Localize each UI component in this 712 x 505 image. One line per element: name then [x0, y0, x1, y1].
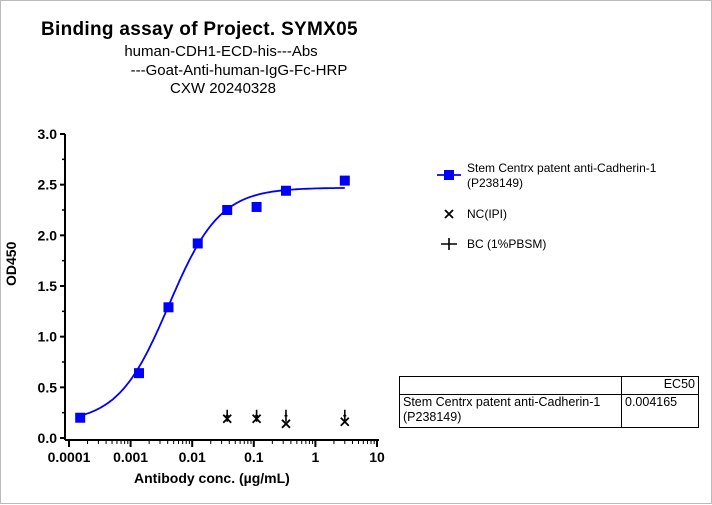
x-tick-label: 0.1 [244, 449, 264, 465]
x-tick-label: 10 [369, 449, 385, 465]
y-axis-label: OD450 [3, 242, 19, 286]
x-tick-label: 1 [312, 449, 320, 465]
y-tick-label: 0.5 [38, 379, 58, 395]
table-header-ec50: EC50 [622, 377, 699, 395]
x-tick-label: 0.0001 [48, 449, 91, 465]
x-axis-label: Antibody conc. (µg/mL) [134, 470, 290, 486]
x-tick-label: 0.01 [179, 449, 206, 465]
legend-marker-bc [441, 238, 457, 250]
table-row-label: Stem Centrx patent anti-Cadherin-1 (P238… [400, 395, 622, 428]
y-tick-label: 2.0 [38, 227, 58, 243]
data-point-stem [340, 176, 350, 186]
chart-container: Binding assay of Project. SYMX05 human-C… [0, 0, 712, 504]
plot-area: 0.0 0.5 1.0 1.5 2.0 2.5 3.0 0.0001 0.001 0.01 0.1 1… [1, 1, 712, 505]
y-tick-label: 0.0 [38, 430, 58, 446]
data-point-stem [222, 205, 232, 215]
data-point-stem [134, 368, 144, 378]
y-tick-label: 2.5 [38, 177, 58, 193]
y-tick-label: 1.5 [38, 278, 58, 294]
x-tick-label: 0.001 [113, 449, 148, 465]
y-tick-label: 1.0 [38, 329, 58, 345]
y-tick-label: 3.0 [38, 126, 58, 142]
data-point-stem [163, 302, 173, 312]
table-header-empty [400, 377, 622, 395]
legend-label-stem: Stem Centrx patent anti-Cadherin-1 (P238… [467, 161, 656, 191]
data-point-bc [284, 410, 287, 422]
legend-marker-stem [444, 170, 454, 180]
legend-marker-nc [445, 210, 453, 218]
legend-label-bc: BC (1%PBSM) [467, 237, 546, 251]
table-row-ec50: 0.004165 [622, 395, 699, 428]
data-point-stem [75, 413, 85, 423]
ec50-table: EC50 Stem Centrx patent anti-Cadherin-1 … [399, 376, 699, 428]
data-point-stem [281, 186, 291, 196]
fit-curve [80, 188, 345, 416]
legend-label-nc: NC(IPI) [467, 207, 507, 221]
data-point-stem [193, 238, 203, 248]
data-point-stem [252, 202, 262, 212]
